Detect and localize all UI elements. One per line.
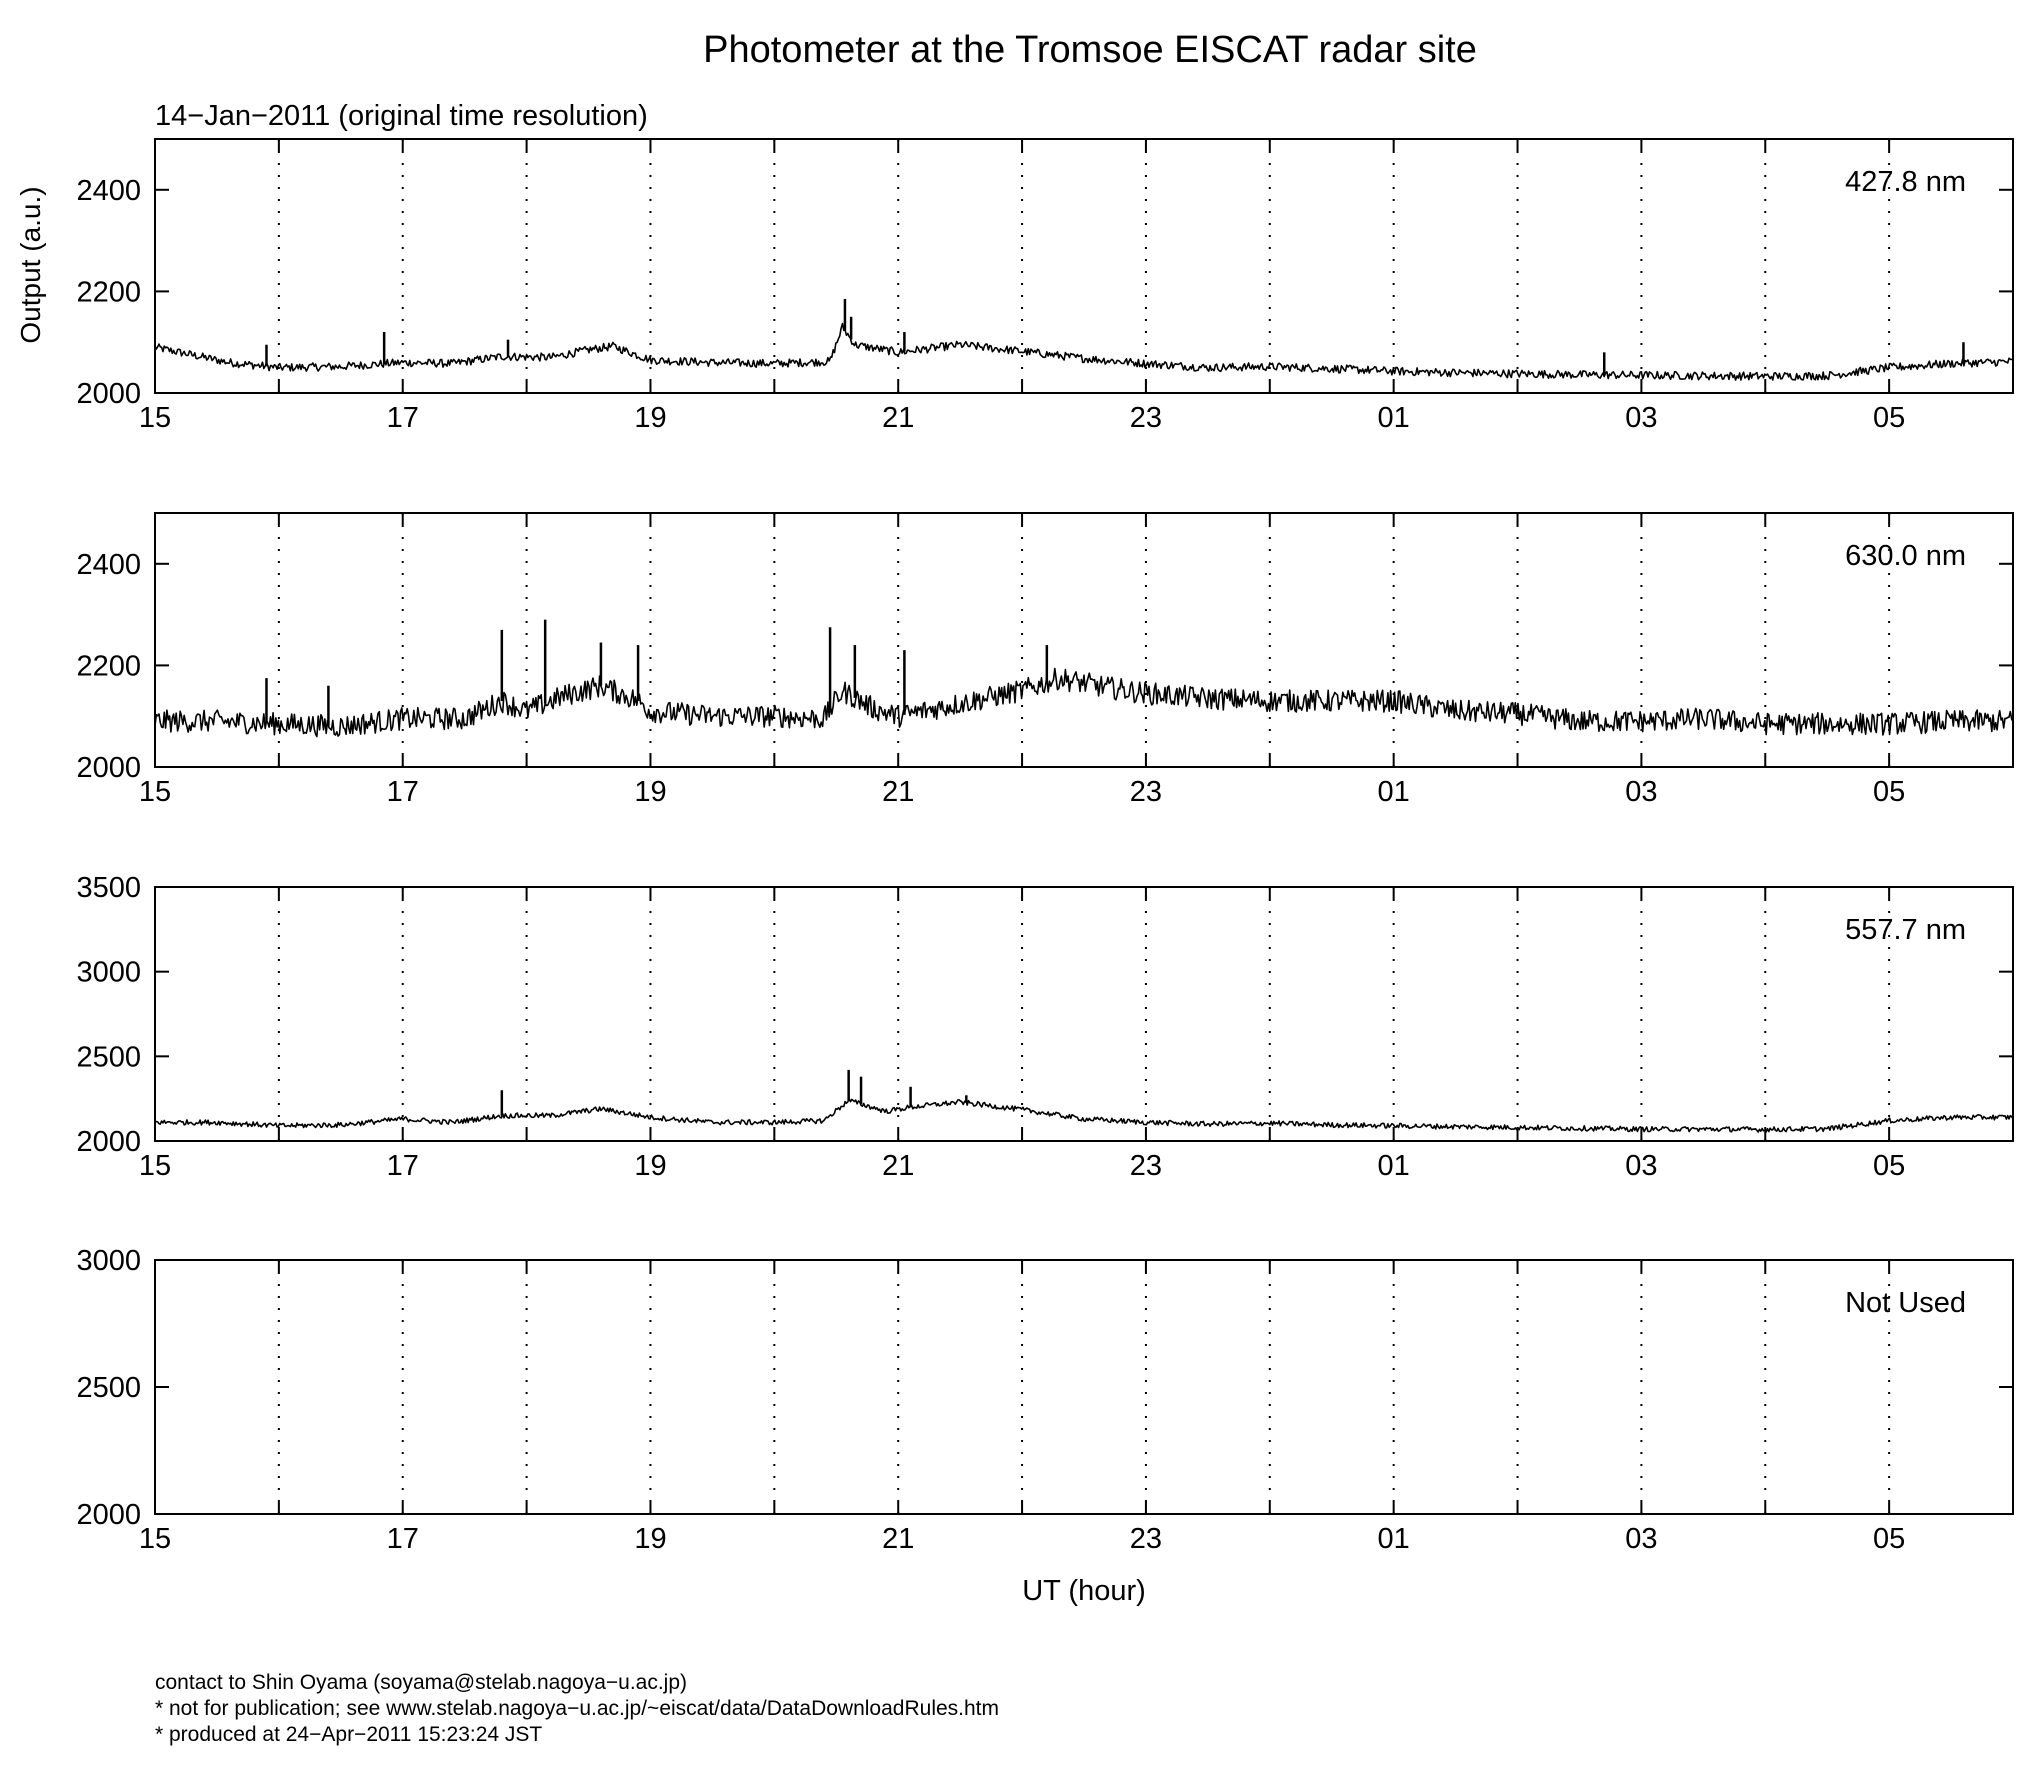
y-tick-label: 2000 xyxy=(76,752,141,784)
x-tick-label: 21 xyxy=(882,776,914,808)
x-tick-label: 05 xyxy=(1873,1523,1905,1555)
x-tick-label: 01 xyxy=(1378,776,1410,808)
axes-frame xyxy=(154,886,2014,1142)
x-tick-label: 19 xyxy=(634,402,666,434)
x-axis-label: UT (hour) xyxy=(1022,1575,1146,1607)
x-tick-label: 23 xyxy=(1130,1150,1162,1182)
x-tick-label: 15 xyxy=(139,1150,171,1182)
x-tick-label: 19 xyxy=(634,1150,666,1182)
x-tick-label: 15 xyxy=(139,1523,171,1555)
panel-label: 557.7 nm xyxy=(1845,914,1966,946)
x-tick-label: 17 xyxy=(387,1150,419,1182)
panel-label: Not Used xyxy=(1845,1287,1966,1319)
x-tick-label: 01 xyxy=(1378,402,1410,434)
x-tick-label: 05 xyxy=(1873,776,1905,808)
y-axis-label: Output (a.u.) xyxy=(15,186,46,343)
y-tick-label: 2400 xyxy=(76,549,141,581)
series-line xyxy=(154,1097,2014,1133)
x-tick-label: 15 xyxy=(139,402,171,434)
y-tick-label: 2400 xyxy=(76,175,141,207)
series-line xyxy=(154,322,2014,381)
y-tick-label: 3000 xyxy=(76,1245,141,1277)
x-tick-label: 21 xyxy=(882,402,914,434)
y-tick-label: 3000 xyxy=(76,957,141,989)
footer-contact: contact to Shin Oyama (soyama@stelab.nag… xyxy=(155,1671,688,1694)
panel-3: 15 17 19 21 23 01 03 05 2000 2500 3000 Not Used xyxy=(76,1245,2014,1555)
axes-frame xyxy=(154,1259,2014,1515)
x-tick-label: 23 xyxy=(1130,1523,1162,1555)
panels-group: 15 17 19 21 23 01 03 05 2000 2200 2400 427.8 nm 15 17… xyxy=(76,138,2014,1555)
x-tick-label: 21 xyxy=(882,1523,914,1555)
x-tick-label: 01 xyxy=(1378,1523,1410,1555)
y-tick-label: 2200 xyxy=(76,650,141,682)
panel-2: 15 17 19 21 23 01 03 05 2000 2500 3000 3500 557.7 nm xyxy=(76,872,2014,1182)
y-tick-label: 2500 xyxy=(76,1041,141,1073)
x-tick-label: 05 xyxy=(1873,1150,1905,1182)
x-tick-label: 03 xyxy=(1625,1150,1657,1182)
footer-publication-note: * not for publication; see www.stelab.na… xyxy=(155,1697,999,1720)
chart-subtitle: 14−Jan−2011 (original time resolution) xyxy=(155,100,648,132)
panel-label: 427.8 nm xyxy=(1845,166,1966,198)
x-tick-label: 23 xyxy=(1130,776,1162,808)
chart-title: Photometer at the Tromsoe EISCAT radar s… xyxy=(703,29,1477,71)
y-tick-label: 2000 xyxy=(76,378,141,410)
x-tick-label: 15 xyxy=(139,776,171,808)
x-tick-label: 21 xyxy=(882,1150,914,1182)
x-tick-label: 17 xyxy=(387,776,419,808)
panel-1: 15 17 19 21 23 01 03 05 2000 2200 2400 630.0 nm xyxy=(76,512,2014,808)
x-tick-label: 23 xyxy=(1130,402,1162,434)
x-tick-label: 17 xyxy=(387,402,419,434)
x-tick-label: 17 xyxy=(387,1523,419,1555)
y-tick-label: 2200 xyxy=(76,276,141,308)
x-tick-label: 03 xyxy=(1625,402,1657,434)
x-tick-label: 19 xyxy=(634,1523,666,1555)
panel-label: 630.0 nm xyxy=(1845,540,1966,572)
y-tick-label: 2000 xyxy=(76,1499,141,1531)
x-tick-label: 03 xyxy=(1625,776,1657,808)
series-line xyxy=(154,667,2014,738)
y-tick-label: 3500 xyxy=(76,872,141,904)
panel-0: 15 17 19 21 23 01 03 05 2000 2200 2400 427.8 nm xyxy=(76,138,2014,434)
x-tick-label: 19 xyxy=(634,776,666,808)
y-tick-label: 2000 xyxy=(76,1126,141,1158)
x-tick-label: 05 xyxy=(1873,402,1905,434)
footer: contact to Shin Oyama (soyama@stelab.nag… xyxy=(155,1670,999,1748)
x-tick-label: 01 xyxy=(1378,1150,1410,1182)
axes-frame xyxy=(154,138,2014,394)
axes-frame xyxy=(154,512,2014,768)
footer-produced-time: * produced at 24−Apr−2011 15:23:24 JST xyxy=(155,1723,543,1746)
y-tick-label: 2500 xyxy=(76,1372,141,1404)
x-tick-label: 03 xyxy=(1625,1523,1657,1555)
